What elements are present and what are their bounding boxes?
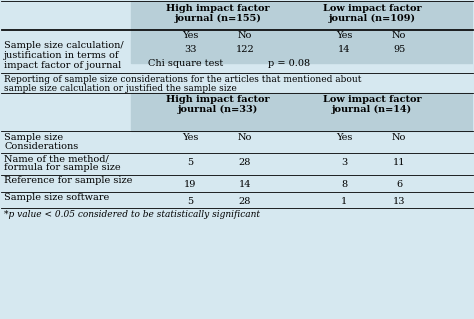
Text: 13: 13 — [393, 197, 405, 206]
Text: 5: 5 — [187, 197, 193, 206]
Text: Name of the method/: Name of the method/ — [4, 154, 109, 163]
Text: No: No — [238, 133, 252, 142]
Text: 8: 8 — [341, 180, 347, 189]
Text: Yes: Yes — [336, 133, 353, 142]
Text: *p value < 0.05 considered to be statistically significant: *p value < 0.05 considered to be statist… — [4, 210, 260, 219]
Text: 11: 11 — [393, 158, 405, 167]
Text: 95: 95 — [393, 45, 405, 54]
Text: 5: 5 — [187, 158, 193, 167]
Text: Reference for sample size: Reference for sample size — [4, 176, 133, 185]
Text: sample size calculation or justified the sample size: sample size calculation or justified the… — [4, 84, 237, 93]
Text: journal (n=155): journal (n=155) — [175, 14, 262, 23]
Text: impact factor of journal: impact factor of journal — [4, 61, 122, 70]
Text: Low impact factor: Low impact factor — [323, 94, 421, 104]
Text: formula for sample size: formula for sample size — [4, 163, 121, 172]
Text: High impact factor: High impact factor — [166, 94, 270, 104]
Text: High impact factor: High impact factor — [166, 4, 270, 13]
Text: Yes: Yes — [182, 133, 199, 142]
Text: Yes: Yes — [336, 31, 353, 40]
Text: journal (n=14): journal (n=14) — [332, 105, 412, 114]
Text: justification in terms of: justification in terms of — [4, 51, 120, 60]
Text: 19: 19 — [184, 180, 196, 189]
Polygon shape — [131, 93, 473, 131]
Text: 122: 122 — [236, 45, 255, 54]
Text: journal (n=33): journal (n=33) — [178, 105, 258, 114]
Text: 1: 1 — [341, 197, 347, 206]
Polygon shape — [131, 1, 473, 63]
Text: Chi square test: Chi square test — [148, 59, 223, 68]
Text: Considerations: Considerations — [4, 142, 79, 151]
Text: 28: 28 — [239, 197, 251, 206]
Text: 3: 3 — [341, 158, 347, 167]
Text: No: No — [392, 133, 406, 142]
Text: p = 0.08: p = 0.08 — [268, 59, 310, 68]
Text: No: No — [392, 31, 406, 40]
Text: journal (n=109): journal (n=109) — [328, 14, 416, 23]
Text: 6: 6 — [396, 180, 402, 189]
Text: Reporting of sample size considerations for the articles that mentioned about: Reporting of sample size considerations … — [4, 75, 362, 84]
Text: No: No — [238, 31, 252, 40]
Text: Yes: Yes — [182, 31, 199, 40]
Text: Sample size: Sample size — [4, 133, 64, 142]
Text: 14: 14 — [239, 180, 251, 189]
Text: Sample size software: Sample size software — [4, 193, 109, 202]
Text: Low impact factor: Low impact factor — [323, 4, 421, 13]
Text: 33: 33 — [184, 45, 197, 54]
Text: Sample size calculation/: Sample size calculation/ — [4, 41, 124, 50]
Text: 14: 14 — [338, 45, 351, 54]
Text: 28: 28 — [239, 158, 251, 167]
